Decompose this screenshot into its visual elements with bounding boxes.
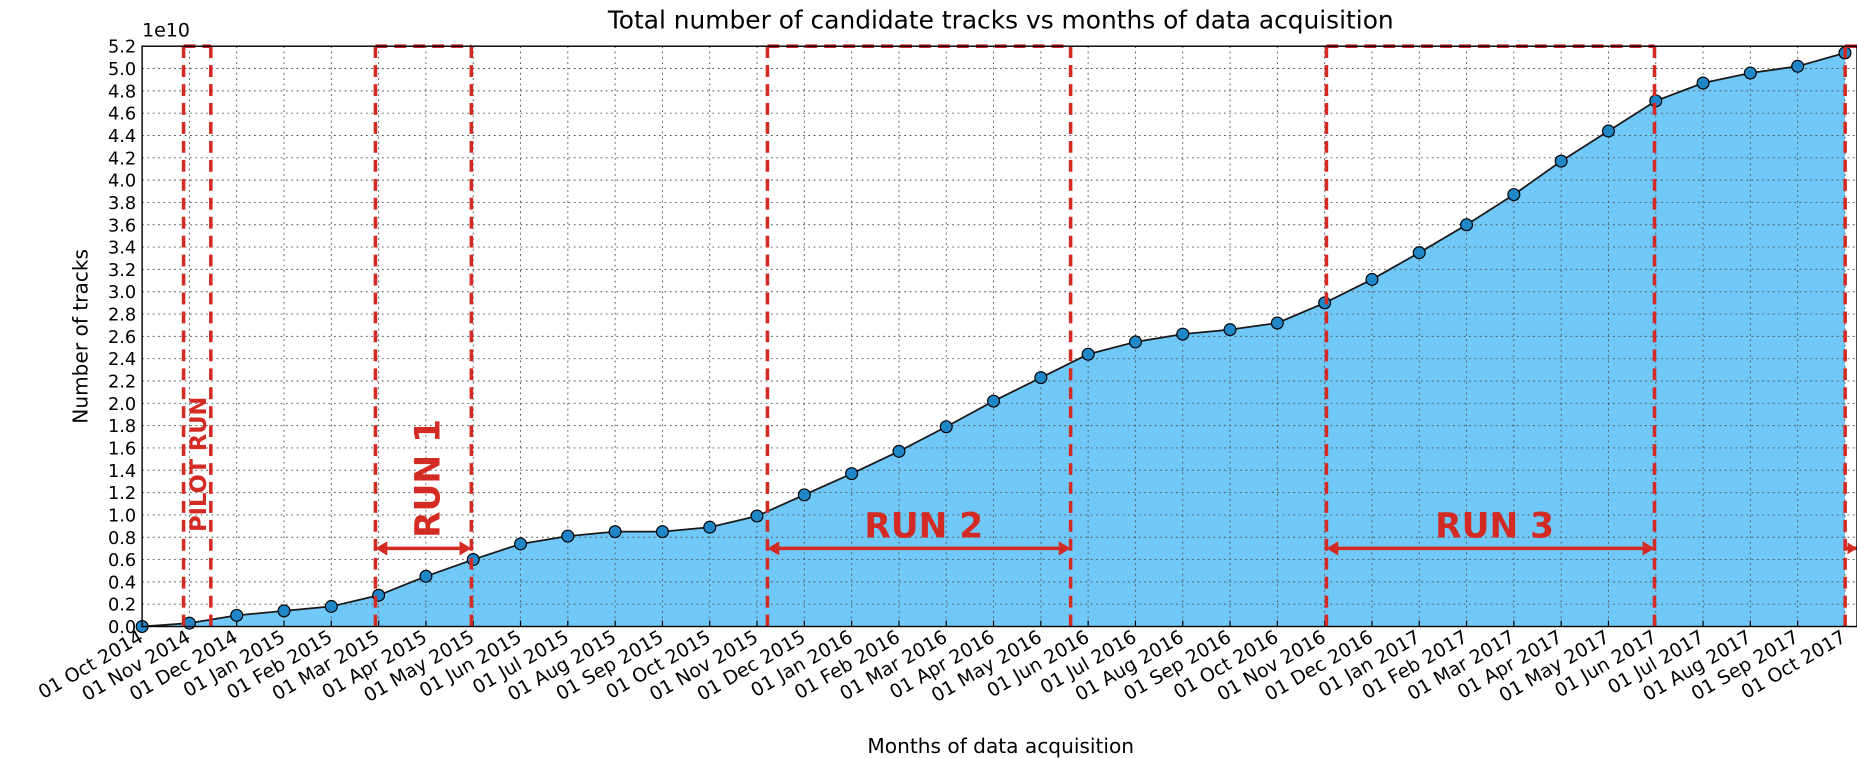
data-point [608,525,622,539]
y-tick-label: 2.6 [108,328,136,348]
x-axis-label: Months of data acquisition [867,734,1134,758]
plot-frame [141,45,1857,628]
y-tick-label: 4.4 [108,127,136,147]
run-label: RUN 1 [408,419,448,538]
data-point [892,444,906,458]
y-tick-label: 3.8 [108,194,136,214]
data-point [1743,66,1757,80]
data-point [1223,323,1237,337]
area-fill [142,52,1845,627]
run-label: PILOT RUN [186,397,212,532]
data-point [514,537,528,551]
data-point [1034,371,1048,385]
y-tick-label: 4.8 [108,82,136,102]
data-point [230,608,244,622]
data-point [1412,246,1426,260]
y-tick-label: 4.2 [108,149,136,169]
y-tick-label: 0.0 [108,618,136,638]
y-tick-label: 5.0 [108,60,136,80]
y-tick-label: 2.2 [108,373,136,393]
y-tick-label: 3.4 [108,239,136,259]
chart-title: Total number of candidate tracks vs mont… [607,5,1394,34]
data-point [845,467,859,481]
arrow-head [375,541,388,556]
y-tick-label: 3.2 [108,261,136,281]
y-tick-label: 5.2 [108,38,136,58]
y-tick-label: 1.2 [108,484,136,504]
data-point [1554,154,1568,168]
data-point [939,420,953,434]
data-point [1270,316,1284,330]
arrow-head [1058,541,1071,556]
data-point [1128,335,1142,349]
data-point [466,553,480,567]
data-point [987,394,1001,408]
y-tick-label: 3.0 [108,283,136,303]
y-tick-label: 2.8 [108,306,136,326]
data-point [1791,59,1805,73]
data-point [324,599,338,613]
data-point [655,525,669,539]
data-point [1460,218,1474,232]
arrow-head [459,541,472,556]
y-tick-label: 4.0 [108,172,136,192]
data-point [703,520,717,534]
data-point [750,509,764,523]
arrow-head [1642,541,1655,556]
data-point [1696,76,1710,90]
run-label: RUN 2 [864,507,983,547]
data-point [1081,347,1095,361]
data-point [1507,188,1521,202]
y-tick-label: 1.0 [108,506,136,526]
run-label: RUN 3 [1435,507,1554,547]
y-tick-label: 0.8 [108,529,136,549]
y-tick-label: 0.6 [108,551,136,571]
data-point [419,569,433,583]
y-offset-label: 1e10 [142,20,190,42]
y-tick-label: 1.4 [108,462,136,482]
arrow-head [767,541,780,556]
y-tick-label: 2.4 [108,350,136,370]
data-point [277,604,291,618]
data-point [1176,327,1190,341]
y-tick-label: 0.2 [108,596,136,616]
y-axis-label: Number of tracks [69,249,93,424]
y-tick-label: 1.8 [108,417,136,437]
y-tick-label: 4.6 [108,105,136,125]
y-tick-label: 0.4 [108,573,136,593]
y-tick-label: 3.6 [108,216,136,236]
data-point [561,529,575,543]
arrow-head [1326,541,1339,556]
data-point [1601,124,1615,138]
data-point [1365,272,1379,286]
y-tick-label: 2.0 [108,395,136,415]
data-point [797,488,811,502]
y-tick-label: 1.6 [108,439,136,459]
arrow-head [1847,542,1857,555]
